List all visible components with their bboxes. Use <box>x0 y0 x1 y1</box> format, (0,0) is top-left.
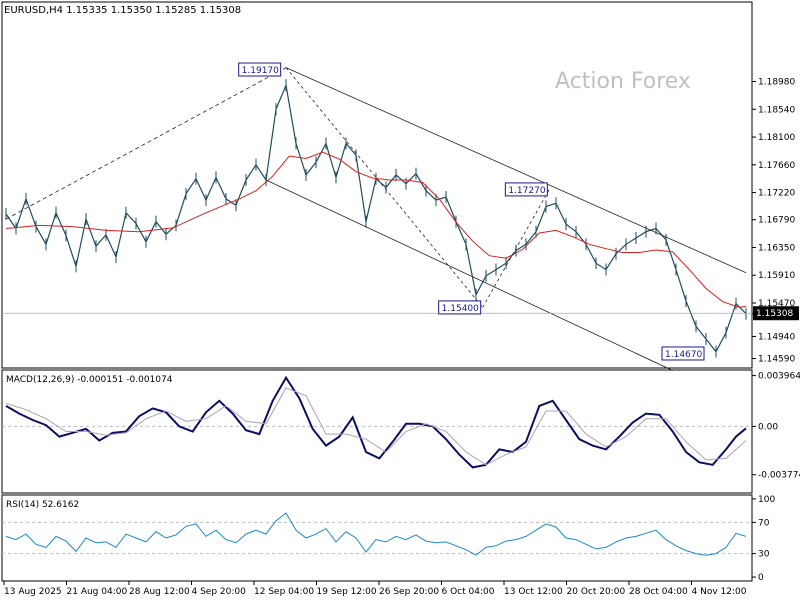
y-tick-label: 1.17220 <box>758 189 795 199</box>
price-annotation-label: 1.14670 <box>665 350 702 360</box>
rsi-panel: 100 70 30 0 RSI(14) 52.6162 <box>1 494 775 583</box>
x-axis: 13 Aug 2025 21 Aug 04:00 28 Aug 12:00 4 Sep… <box>3 581 747 597</box>
y-tick-label: 1.14940 <box>758 332 795 342</box>
x-tick-label: 20 Oct 20:00 <box>567 587 626 597</box>
trend-line <box>482 189 550 308</box>
price-annotation-box <box>504 182 548 197</box>
y-tick-label: 1.15910 <box>758 271 795 281</box>
indicator-title: MACD(12,26,9) -0.000151 -0.001074 <box>6 375 173 385</box>
x-tick-label: 21 Aug 04:00 <box>67 587 128 597</box>
price-annotation-box <box>661 346 705 361</box>
macd-line <box>5 375 747 469</box>
panel-frame <box>1 369 753 494</box>
price-annotation-label: 1.17270 <box>508 186 545 196</box>
x-tick-label: 26 Sep 20:00 <box>379 587 439 597</box>
price-annotation-label: 1.15400 <box>442 304 479 314</box>
y-tick-label: 70 <box>758 518 770 528</box>
x-tick-label: 12 Sep 04:00 <box>254 587 314 597</box>
y-tick-label: 1.15470 <box>758 299 795 309</box>
y-tick-label: 1.17660 <box>758 161 795 171</box>
watermark: Action Forex <box>555 69 691 94</box>
x-tick-label: 4 Nov 12:00 <box>692 587 747 597</box>
x-tick-label: 19 Sep 12:00 <box>317 587 377 597</box>
y-tick-label: 30 <box>758 550 770 560</box>
chart-title: EURUSD,H4 1.15335 1.15350 1.15285 1.1530… <box>4 5 241 16</box>
y-tick-label: 1.18100 <box>758 133 795 143</box>
x-tick-label: 28 Oct 04:00 <box>629 587 688 597</box>
x-tick-label: 13 Oct 12:00 <box>504 587 563 597</box>
trend-line <box>285 67 483 308</box>
y-tick-label: 100 <box>758 495 775 505</box>
moving-average-line <box>5 151 747 308</box>
y-tick-label: 0 <box>758 573 764 583</box>
rsi-line <box>5 512 747 556</box>
panel-frame <box>1 1 753 369</box>
y-tick-label: -0.003774 <box>758 471 800 481</box>
y-tick-label: 0.00 <box>758 422 778 432</box>
last-price-box <box>753 306 799 321</box>
x-tick-label: 28 Aug 12:00 <box>129 587 190 597</box>
y-tick-label: 0.003964 <box>758 372 800 382</box>
panel-frame <box>1 494 753 582</box>
trend-line <box>285 67 747 274</box>
y-tick-label: 1.16790 <box>758 216 795 226</box>
indicator-title: RSI(14) 52.6162 <box>6 500 79 510</box>
price-annotation-box <box>438 300 482 315</box>
signal-line <box>5 387 747 466</box>
macd-panel: 0.003964 0.00 -0.003774 MACD(12,26,9) -0.00… <box>1 369 800 494</box>
y-tick-label: 1.16350 <box>758 243 795 253</box>
y-tick-label: 1.14590 <box>758 355 795 365</box>
trend-line <box>265 179 673 371</box>
last-price-label: 1.15308 <box>756 309 793 319</box>
y-tick-label: 1.18540 <box>758 105 795 115</box>
price-annotation-box <box>238 62 282 77</box>
price-annotation-label: 1.19170 <box>242 66 279 76</box>
x-tick-label: 6 Oct 04:00 <box>442 587 495 597</box>
x-tick-label: 4 Sep 20:00 <box>192 587 247 597</box>
y-tick-label: 1.18980 <box>758 78 795 88</box>
price-series-line <box>5 83 747 353</box>
x-tick-label: 13 Aug 2025 <box>4 587 62 597</box>
